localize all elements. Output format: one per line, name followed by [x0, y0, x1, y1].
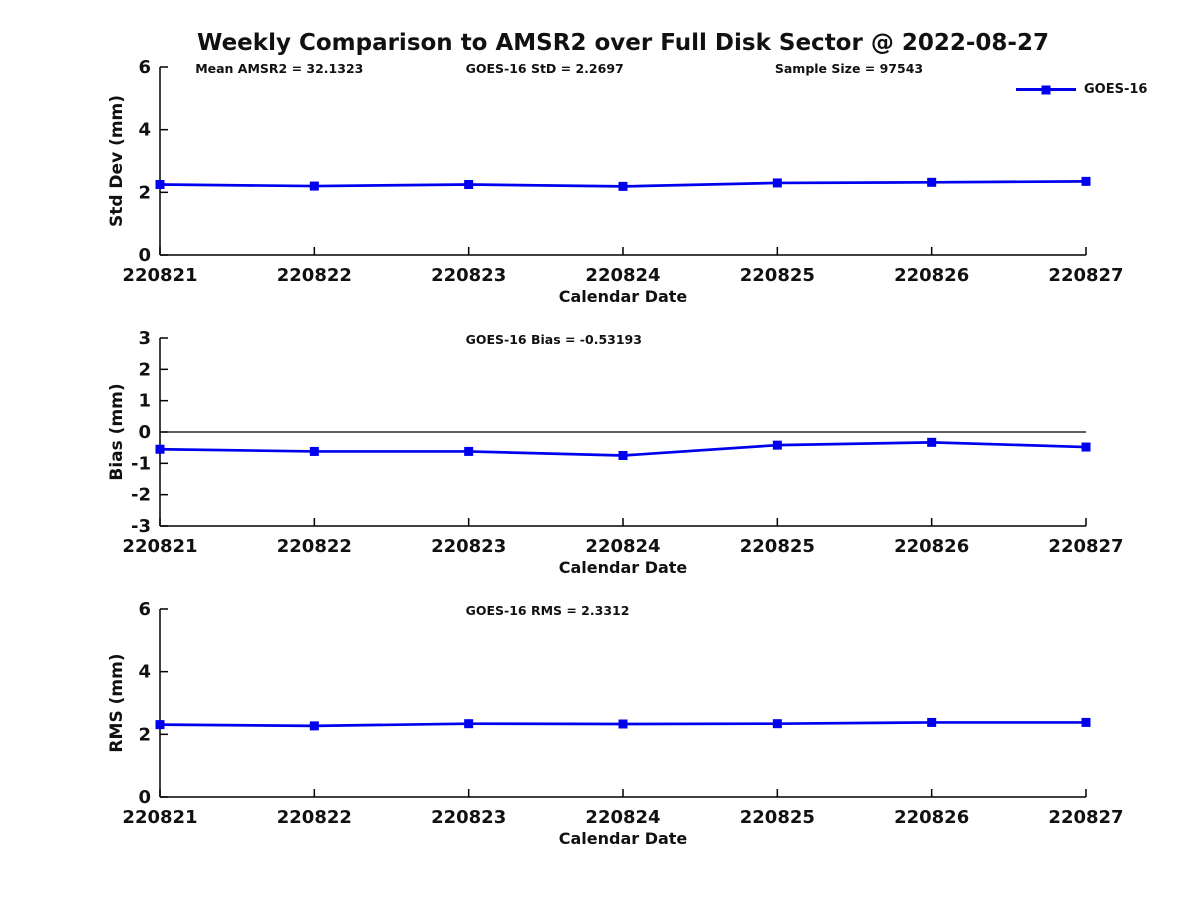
x-tick-label: 220821	[122, 265, 197, 286]
data-point	[1081, 176, 1091, 186]
y-tick-label: 0	[138, 245, 151, 266]
x-tick-label: 220824	[585, 265, 660, 286]
data-point	[464, 719, 474, 729]
x-tick-label: 220821	[122, 807, 197, 828]
x-tick-label: 220822	[277, 807, 352, 828]
y-tick-label: 2	[138, 724, 151, 745]
x-tick-label: 220822	[277, 536, 352, 557]
y-tick-label: -3	[131, 516, 151, 537]
legend-label: GOES-16	[1084, 82, 1148, 97]
data-point	[155, 444, 165, 454]
data-point	[155, 180, 165, 189]
x-tick-label: 220823	[431, 265, 506, 286]
data-point	[927, 437, 937, 447]
x-tick-label: 220825	[740, 807, 815, 828]
y-tick-label: 2	[138, 182, 151, 203]
x-axis-label: Calendar Date	[559, 829, 688, 848]
x-tick-label: 220824	[585, 536, 660, 557]
x-tick-label: 220825	[740, 265, 815, 286]
y-tick-label: 6	[138, 599, 151, 620]
data-point	[464, 446, 474, 456]
data-point	[927, 717, 937, 727]
y-tick-label: 2	[138, 359, 151, 380]
x-tick-label: 220825	[740, 536, 815, 557]
chart-annotation: GOES-16 Bias = -0.53193	[466, 332, 642, 347]
data-point	[772, 440, 782, 450]
y-axis-label: RMS (mm)	[107, 653, 127, 752]
x-axis-label: Calendar Date	[559, 558, 688, 577]
chart-annotation: Mean AMSR2 = 32.1323	[195, 61, 363, 76]
data-point	[309, 446, 319, 456]
data-point	[927, 177, 937, 187]
legend-square-marker-icon	[1041, 85, 1051, 94]
y-tick-label: 4	[138, 120, 151, 141]
chart-annotation: GOES-16 StD = 2.2697	[466, 61, 624, 76]
data-point	[772, 719, 782, 729]
x-tick-label: 220826	[894, 265, 969, 286]
stddev-chart: 0 2 4 6 220821 220822 220823 220824 220825 220826…	[107, 57, 1124, 306]
figure-title: Weekly Comparison to AMSR2 over Full Dis…	[197, 30, 1049, 56]
y-axis-label: Bias (mm)	[107, 383, 127, 480]
data-point	[1081, 442, 1091, 452]
data-point	[618, 719, 628, 729]
x-tick-label: 220826	[894, 807, 969, 828]
x-axis-label: Calendar Date	[559, 287, 688, 306]
y-tick-label: 4	[138, 662, 151, 683]
x-tick-label: 220827	[1048, 807, 1123, 828]
data-point	[309, 721, 319, 731]
x-tick-label: 220827	[1048, 265, 1123, 286]
y-tick-label: 0	[138, 787, 151, 808]
data-point	[464, 180, 474, 189]
y-tick-label: 0	[138, 422, 151, 443]
x-tick-label: 220827	[1048, 536, 1123, 557]
data-point	[618, 451, 628, 460]
x-tick-label: 220823	[431, 536, 506, 557]
data-point	[155, 720, 165, 730]
data-point	[772, 178, 782, 188]
y-tick-label: -2	[131, 485, 151, 506]
x-tick-label: 220822	[277, 265, 352, 286]
data-point	[309, 181, 319, 191]
y-tick-label: 1	[138, 391, 151, 412]
data-point	[618, 181, 628, 191]
legend: GOES-16	[1016, 82, 1147, 97]
chart-annotation: GOES-16 RMS = 2.3312	[466, 603, 630, 618]
y-axis-label: Std Dev (mm)	[107, 95, 127, 227]
data-point	[1081, 717, 1091, 727]
legend-line-sample	[1016, 85, 1076, 94]
rms-chart: 0 2 4 6 220821 220822 220823 220824 220825 220826…	[107, 599, 1124, 848]
chart-annotation: Sample Size = 97543	[775, 61, 923, 76]
x-tick-label: 220826	[894, 536, 969, 557]
y-tick-label: 6	[138, 57, 151, 78]
x-tick-label: 220821	[122, 536, 197, 557]
x-tick-label: 220824	[585, 807, 660, 828]
x-tick-label: 220823	[431, 807, 506, 828]
y-tick-label: -1	[131, 453, 151, 474]
y-tick-label: 3	[138, 328, 151, 349]
